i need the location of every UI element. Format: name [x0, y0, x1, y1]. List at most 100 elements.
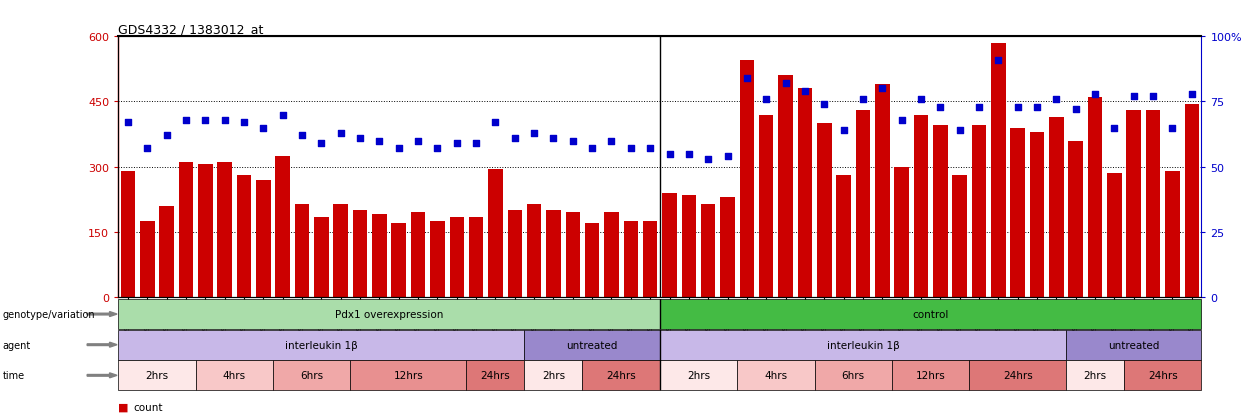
Bar	[701, 204, 716, 297]
Bar	[624, 221, 639, 297]
Point	[969, 104, 989, 111]
Point	[486, 120, 505, 126]
Text: agent: agent	[2, 340, 31, 350]
Bar	[565, 213, 580, 297]
Point	[118, 120, 138, 126]
Bar	[527, 204, 542, 297]
Text: interleukin 1β: interleukin 1β	[827, 340, 899, 350]
Bar	[604, 213, 619, 297]
Bar	[1030, 133, 1045, 297]
Bar	[1107, 174, 1122, 297]
Point	[331, 130, 351, 137]
Bar	[273, 361, 350, 390]
Bar	[662, 193, 677, 297]
Bar	[894, 167, 909, 297]
Bar	[1066, 330, 1201, 360]
Point	[911, 96, 931, 103]
Text: 2hrs: 2hrs	[687, 370, 710, 380]
Point	[1124, 94, 1144, 100]
Point	[388, 146, 408, 152]
Point	[524, 130, 544, 137]
Point	[698, 156, 718, 163]
Text: 24hrs: 24hrs	[606, 370, 636, 380]
Bar	[817, 124, 832, 297]
Bar	[524, 330, 660, 360]
Bar	[991, 44, 1006, 297]
Point	[214, 117, 234, 124]
Point	[544, 135, 564, 142]
Bar	[118, 361, 195, 390]
Bar	[740, 61, 754, 297]
Point	[1143, 94, 1163, 100]
Text: interleukin 1β: interleukin 1β	[285, 340, 357, 350]
Bar	[1127, 111, 1140, 297]
Bar	[855, 111, 870, 297]
Point	[853, 96, 873, 103]
Bar	[891, 361, 970, 390]
Point	[660, 151, 680, 158]
Bar	[159, 206, 174, 297]
Point	[891, 117, 911, 124]
Text: count: count	[133, 402, 163, 412]
Text: genotype/variation: genotype/variation	[2, 309, 95, 319]
Bar	[237, 176, 251, 297]
Bar	[737, 361, 814, 390]
Text: 24hrs: 24hrs	[1002, 370, 1032, 380]
Bar	[314, 217, 329, 297]
Point	[1007, 104, 1027, 111]
Point	[1163, 125, 1183, 132]
Point	[1066, 107, 1086, 113]
Point	[234, 120, 254, 126]
Point	[776, 81, 796, 87]
Bar	[1068, 141, 1083, 297]
Point	[756, 96, 776, 103]
Text: 2hrs: 2hrs	[1083, 370, 1107, 380]
Bar	[411, 213, 426, 297]
Text: 24hrs: 24hrs	[481, 370, 510, 380]
Point	[1182, 91, 1201, 98]
Point	[273, 112, 293, 119]
Point	[621, 146, 641, 152]
Bar	[875, 85, 889, 297]
Text: 6hrs: 6hrs	[300, 370, 324, 380]
Text: 2hrs: 2hrs	[542, 370, 565, 380]
Point	[601, 138, 621, 145]
Bar	[660, 361, 737, 390]
Bar	[914, 115, 929, 297]
Text: 2hrs: 2hrs	[146, 370, 168, 380]
Bar	[1184, 104, 1199, 297]
Point	[157, 133, 177, 139]
Bar	[139, 221, 154, 297]
Bar	[256, 180, 270, 297]
Bar	[198, 165, 213, 297]
Bar	[1088, 98, 1102, 297]
Point	[504, 135, 524, 142]
Bar	[952, 176, 967, 297]
Bar	[275, 157, 290, 297]
Bar	[391, 224, 406, 297]
Point	[796, 88, 815, 95]
Bar	[778, 76, 793, 297]
Bar	[837, 176, 850, 297]
Point	[1104, 125, 1124, 132]
Bar	[583, 361, 660, 390]
Text: 12hrs: 12hrs	[393, 370, 423, 380]
Point	[950, 128, 970, 134]
Bar	[547, 211, 560, 297]
Bar	[195, 361, 273, 390]
Point	[737, 76, 757, 82]
Point	[466, 140, 486, 147]
Bar	[352, 211, 367, 297]
Bar	[1145, 111, 1160, 297]
Point	[640, 146, 660, 152]
Bar	[295, 204, 309, 297]
Bar	[121, 172, 136, 297]
Bar	[469, 217, 483, 297]
Bar	[1011, 128, 1025, 297]
Bar	[372, 215, 387, 297]
Bar	[660, 299, 1201, 329]
Point	[1027, 104, 1047, 111]
Text: 4hrs: 4hrs	[223, 370, 247, 380]
Bar	[334, 204, 347, 297]
Text: Pdx1 overexpression: Pdx1 overexpression	[335, 309, 443, 319]
